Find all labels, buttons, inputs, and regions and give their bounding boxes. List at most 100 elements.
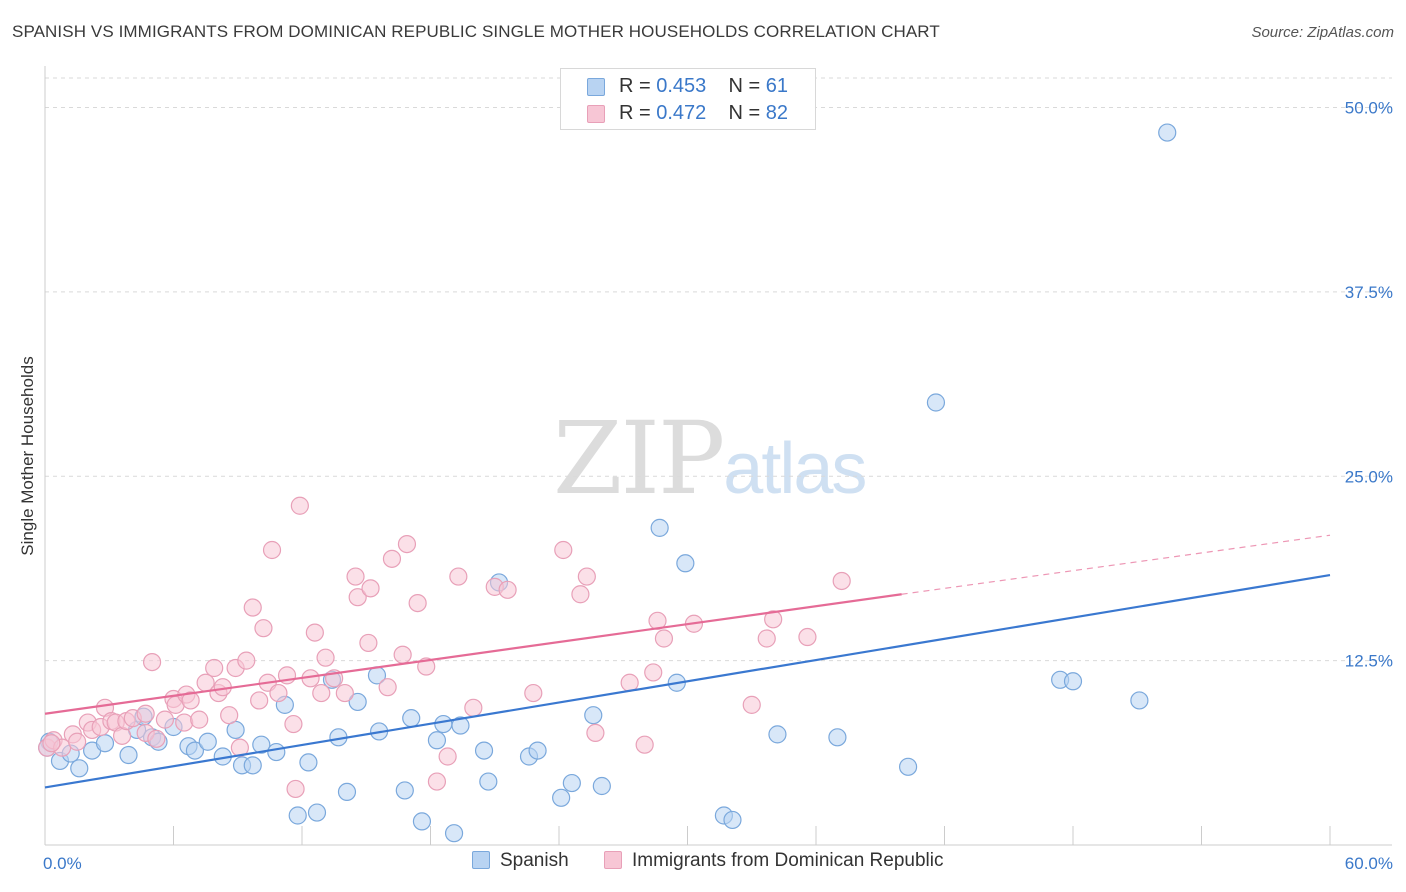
dominican-point: [243, 598, 262, 617]
spanish-point: [650, 518, 669, 537]
y-tick-label: 37.5%: [1345, 283, 1393, 302]
spanish-point: [119, 745, 138, 765]
dominican-point: [644, 663, 663, 682]
dominican-point: [586, 723, 605, 743]
correlation-legend: R = 0.453 N = 61 R = 0.472 N = 82: [560, 68, 816, 130]
dominican-point: [142, 652, 162, 672]
dominican-point: [498, 580, 517, 599]
bottom-legend-dominican: Immigrants from Dominican Republic: [604, 850, 944, 872]
spanish-point: [474, 741, 494, 760]
spanish-point: [926, 393, 946, 412]
dominican-point: [577, 567, 596, 586]
bottom-legend-swatch-dominican: [604, 851, 622, 869]
dominican-point: [205, 658, 224, 678]
dominican-point: [250, 691, 269, 710]
dominican-point: [449, 567, 468, 586]
spanish-point: [479, 772, 498, 791]
spanish-point: [427, 731, 447, 750]
spanish-point: [95, 734, 115, 753]
spanish-point: [676, 554, 695, 573]
dominican-point: [798, 627, 817, 647]
spanish-point: [1158, 123, 1177, 142]
spanish-point: [412, 812, 432, 831]
dominican-point: [742, 695, 761, 714]
x-tick-label: 60.0%: [1345, 854, 1393, 873]
dominican-point: [136, 704, 155, 723]
dominican-point: [269, 683, 288, 703]
spanish-point: [434, 714, 453, 734]
legend-n-label: N =: [728, 75, 761, 97]
legend-r-value: 0.472: [656, 102, 707, 124]
legend-swatch-dominican: [587, 105, 605, 123]
bottom-legend-swatch-spanish: [472, 851, 490, 869]
spanish-point: [584, 706, 603, 725]
dominican-point: [237, 651, 256, 670]
spanish-point: [528, 741, 547, 760]
legend-n-label: N =: [728, 102, 761, 124]
watermark-atlas: atlas: [723, 429, 867, 509]
dominican-point: [284, 714, 303, 734]
dominican-point: [438, 747, 457, 766]
dominican-point: [359, 633, 378, 653]
legend-n-value: 61: [765, 75, 789, 97]
x-tick-label: 0.0%: [43, 854, 82, 873]
spanish-point: [451, 716, 470, 735]
spanish-point: [348, 692, 367, 712]
spanish-point: [828, 728, 847, 747]
legend-swatch-spanish: [587, 78, 605, 96]
dominican-point: [393, 645, 412, 664]
dominican-point: [262, 540, 282, 560]
spanish-point: [1130, 691, 1149, 710]
spanish-point: [288, 806, 307, 825]
legend-n-value: 82: [765, 102, 789, 124]
dominican-point: [312, 683, 331, 703]
y-tick-label: 50.0%: [1345, 99, 1393, 118]
dominican-point: [408, 593, 427, 613]
dominican-point: [361, 579, 380, 598]
source-label: Source: ZipAtlas.com: [1251, 24, 1394, 41]
dominican-point: [524, 683, 543, 703]
spanish-trend-line: [44, 573, 1331, 789]
legend-r-label: R =: [619, 102, 651, 124]
spanish-point: [402, 709, 421, 728]
dominican-point: [147, 729, 166, 748]
chart-title: SPANISH VS IMMIGRANTS FROM DOMINICAN REP…: [12, 22, 940, 41]
spanish-point: [252, 735, 271, 754]
dominican-point: [654, 629, 674, 648]
dominican-point: [397, 534, 417, 554]
bottom-legend-label-dominican: Immigrants from Dominican Republic: [632, 850, 944, 871]
dominican-point: [175, 713, 194, 732]
dominican-point: [764, 610, 783, 629]
spanish-point: [70, 759, 89, 778]
watermark-logo: ZIPatlas: [553, 400, 867, 517]
dominican-point: [378, 678, 397, 697]
dominican-point: [571, 585, 590, 604]
dominican-point: [181, 691, 200, 710]
spanish-point: [307, 803, 327, 822]
dominican-point: [286, 779, 305, 799]
spanish-point: [592, 776, 611, 796]
dominican-point: [417, 657, 436, 676]
dominican-point: [305, 623, 324, 642]
spanish-point: [337, 782, 357, 802]
dominican-point: [620, 673, 639, 692]
dominican-point: [757, 629, 776, 648]
dominican-point: [155, 710, 175, 729]
spanish-point: [243, 756, 262, 775]
spanish-point: [1063, 672, 1083, 691]
dominican-point: [382, 549, 402, 568]
spanish-point: [185, 741, 205, 760]
dominican-point: [68, 732, 87, 751]
dominican-point: [554, 540, 573, 560]
bottom-legend-spanish: Spanish: [472, 850, 569, 872]
spanish-point: [444, 824, 464, 843]
spanish-point: [723, 810, 742, 830]
spanish-point: [562, 773, 581, 793]
dominican-point: [348, 588, 367, 607]
dominican-point: [832, 571, 851, 591]
dominican-point: [254, 619, 273, 638]
legend-r-label: R =: [619, 75, 651, 97]
legend-r-value: 0.453: [656, 75, 707, 97]
dominican-point: [190, 710, 209, 729]
